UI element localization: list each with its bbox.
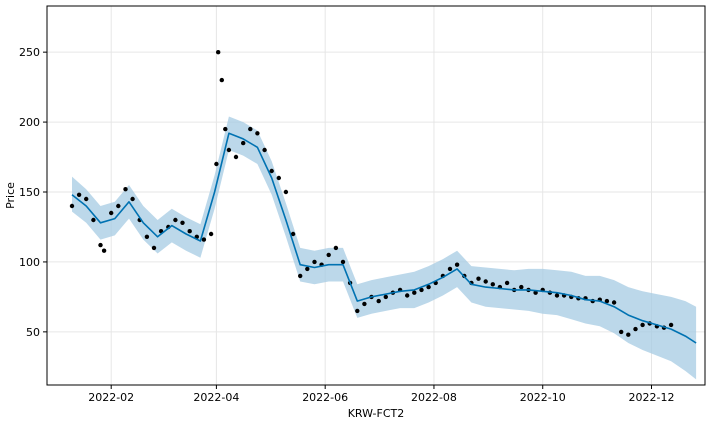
observed-point	[483, 279, 488, 284]
observed-point	[187, 229, 192, 234]
observed-point	[255, 131, 260, 136]
observed-point	[233, 154, 239, 160]
y-tick-label: 250	[19, 46, 40, 59]
observed-point	[262, 147, 267, 153]
observed-point	[333, 245, 339, 251]
observed-point	[84, 196, 89, 202]
x-tick-label: 2022-04	[193, 391, 239, 404]
observed-point	[490, 282, 495, 287]
observed-point	[640, 322, 645, 328]
observed-point	[619, 329, 624, 335]
observed-point	[519, 284, 524, 290]
observed-point	[383, 294, 388, 300]
observed-point	[362, 301, 367, 307]
observed-point	[447, 266, 453, 272]
observed-point	[355, 308, 360, 314]
observed-point	[214, 161, 219, 167]
observed-point	[326, 252, 331, 258]
observed-point	[290, 231, 296, 237]
observed-point	[98, 242, 103, 248]
observed-point	[476, 276, 481, 281]
observed-point	[269, 168, 274, 174]
observed-point	[504, 280, 510, 286]
x-tick-label: 2022-02	[88, 391, 134, 404]
observed-point	[151, 245, 157, 251]
observed-point	[412, 290, 417, 295]
observed-point	[405, 293, 410, 298]
x-tick-label: 2022-06	[302, 391, 348, 404]
observed-point	[611, 300, 617, 305]
observed-point	[216, 50, 221, 55]
observed-point	[626, 332, 631, 337]
observed-point	[223, 126, 228, 132]
observed-point	[91, 217, 96, 223]
uncertainty-interval-band	[72, 116, 697, 380]
observed-point	[604, 298, 610, 304]
observed-point	[276, 175, 281, 181]
observed-point	[305, 266, 310, 272]
observed-point	[283, 189, 289, 195]
x-tick-label: 2022-12	[629, 391, 675, 404]
y-tick-label: 100	[19, 256, 40, 269]
observed-point	[173, 217, 178, 223]
y-axis-title: Price	[4, 182, 17, 209]
observed-point	[419, 287, 424, 293]
observed-point	[219, 77, 224, 83]
observed-point	[248, 126, 253, 132]
observed-point	[123, 187, 128, 192]
observed-point	[340, 259, 346, 265]
y-tick-label: 150	[19, 186, 40, 199]
observed-point	[376, 298, 381, 304]
grid-lines	[47, 6, 705, 385]
plot-frame	[46, 5, 706, 386]
observed-point	[454, 262, 460, 267]
y-tick-label: 200	[19, 116, 40, 129]
observed-point	[298, 273, 303, 279]
observed-point	[101, 248, 107, 253]
observed-point	[109, 210, 114, 216]
observed-point	[69, 203, 75, 209]
observed-point	[668, 322, 674, 328]
observed-point	[533, 290, 538, 295]
observed-point	[554, 293, 560, 298]
x-tick-label: 2022-10	[520, 391, 566, 404]
observed-point	[426, 284, 431, 290]
observed-point	[208, 231, 214, 237]
observed-point	[144, 234, 150, 239]
observed-point	[116, 203, 121, 209]
observed-point	[226, 147, 232, 153]
observed-point	[180, 220, 185, 225]
observed-point	[201, 237, 207, 242]
y-tick-label: 50	[26, 326, 40, 339]
x-axis-title: KRW-FCT2	[348, 407, 405, 420]
observed-point	[76, 192, 82, 197]
observed-point	[241, 140, 246, 146]
forecast-line	[71, 132, 697, 344]
observed-point	[633, 326, 638, 332]
x-tick-label: 2022-08	[411, 391, 457, 404]
y-axis-ticks: 50 100 150 200 250	[19, 46, 47, 339]
observed-point	[130, 196, 135, 202]
x-axis-ticks: 2022-02 2022-04 2022-06 2022-08 2022-10 2022-…	[88, 385, 674, 404]
observed-point	[312, 259, 317, 265]
